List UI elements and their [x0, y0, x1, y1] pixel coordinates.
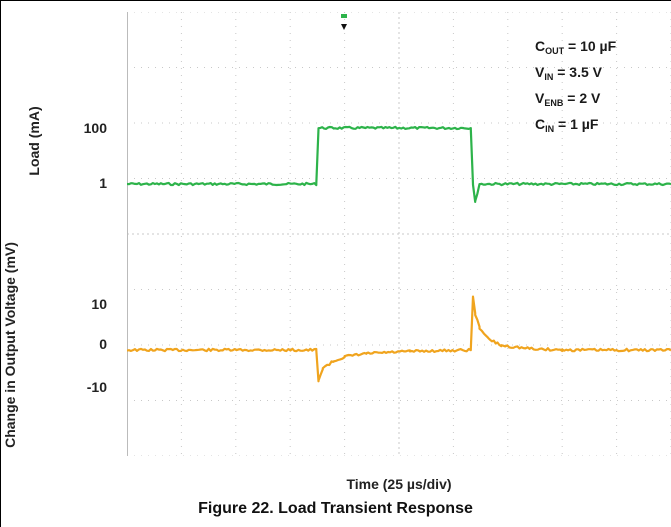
load-current-trace — [127, 125, 671, 203]
top-ylabel: Load (mA) — [26, 106, 42, 176]
annotation-cout: COUT = 10 µF — [535, 38, 617, 56]
chart-svg — [127, 12, 671, 456]
annotation-cin: CIN = 1 µF — [535, 116, 599, 134]
annotation-vin: VIN = 3.5 V — [535, 64, 602, 82]
tick-label: 10 — [91, 296, 107, 312]
trigger-marker-top — [341, 14, 347, 18]
tick-label: 0 — [99, 336, 107, 352]
tick-label: 1 — [99, 175, 107, 191]
x-axis-label: Time (25 µs/div) — [346, 476, 452, 492]
plot-area — [127, 12, 671, 456]
output-voltage-trace — [127, 295, 671, 383]
grid — [127, 12, 671, 456]
bottom-ylabel: Change in Output Voltage (mV) — [2, 242, 18, 448]
tick-label: -10 — [86, 379, 107, 395]
tick-label: 100 — [83, 120, 107, 136]
annotation-venb: VENB = 2 V — [535, 90, 601, 108]
trigger-marker-icon — [341, 24, 347, 30]
figure-caption: Figure 22. Load Transient Response — [198, 500, 473, 517]
traces — [127, 125, 671, 383]
